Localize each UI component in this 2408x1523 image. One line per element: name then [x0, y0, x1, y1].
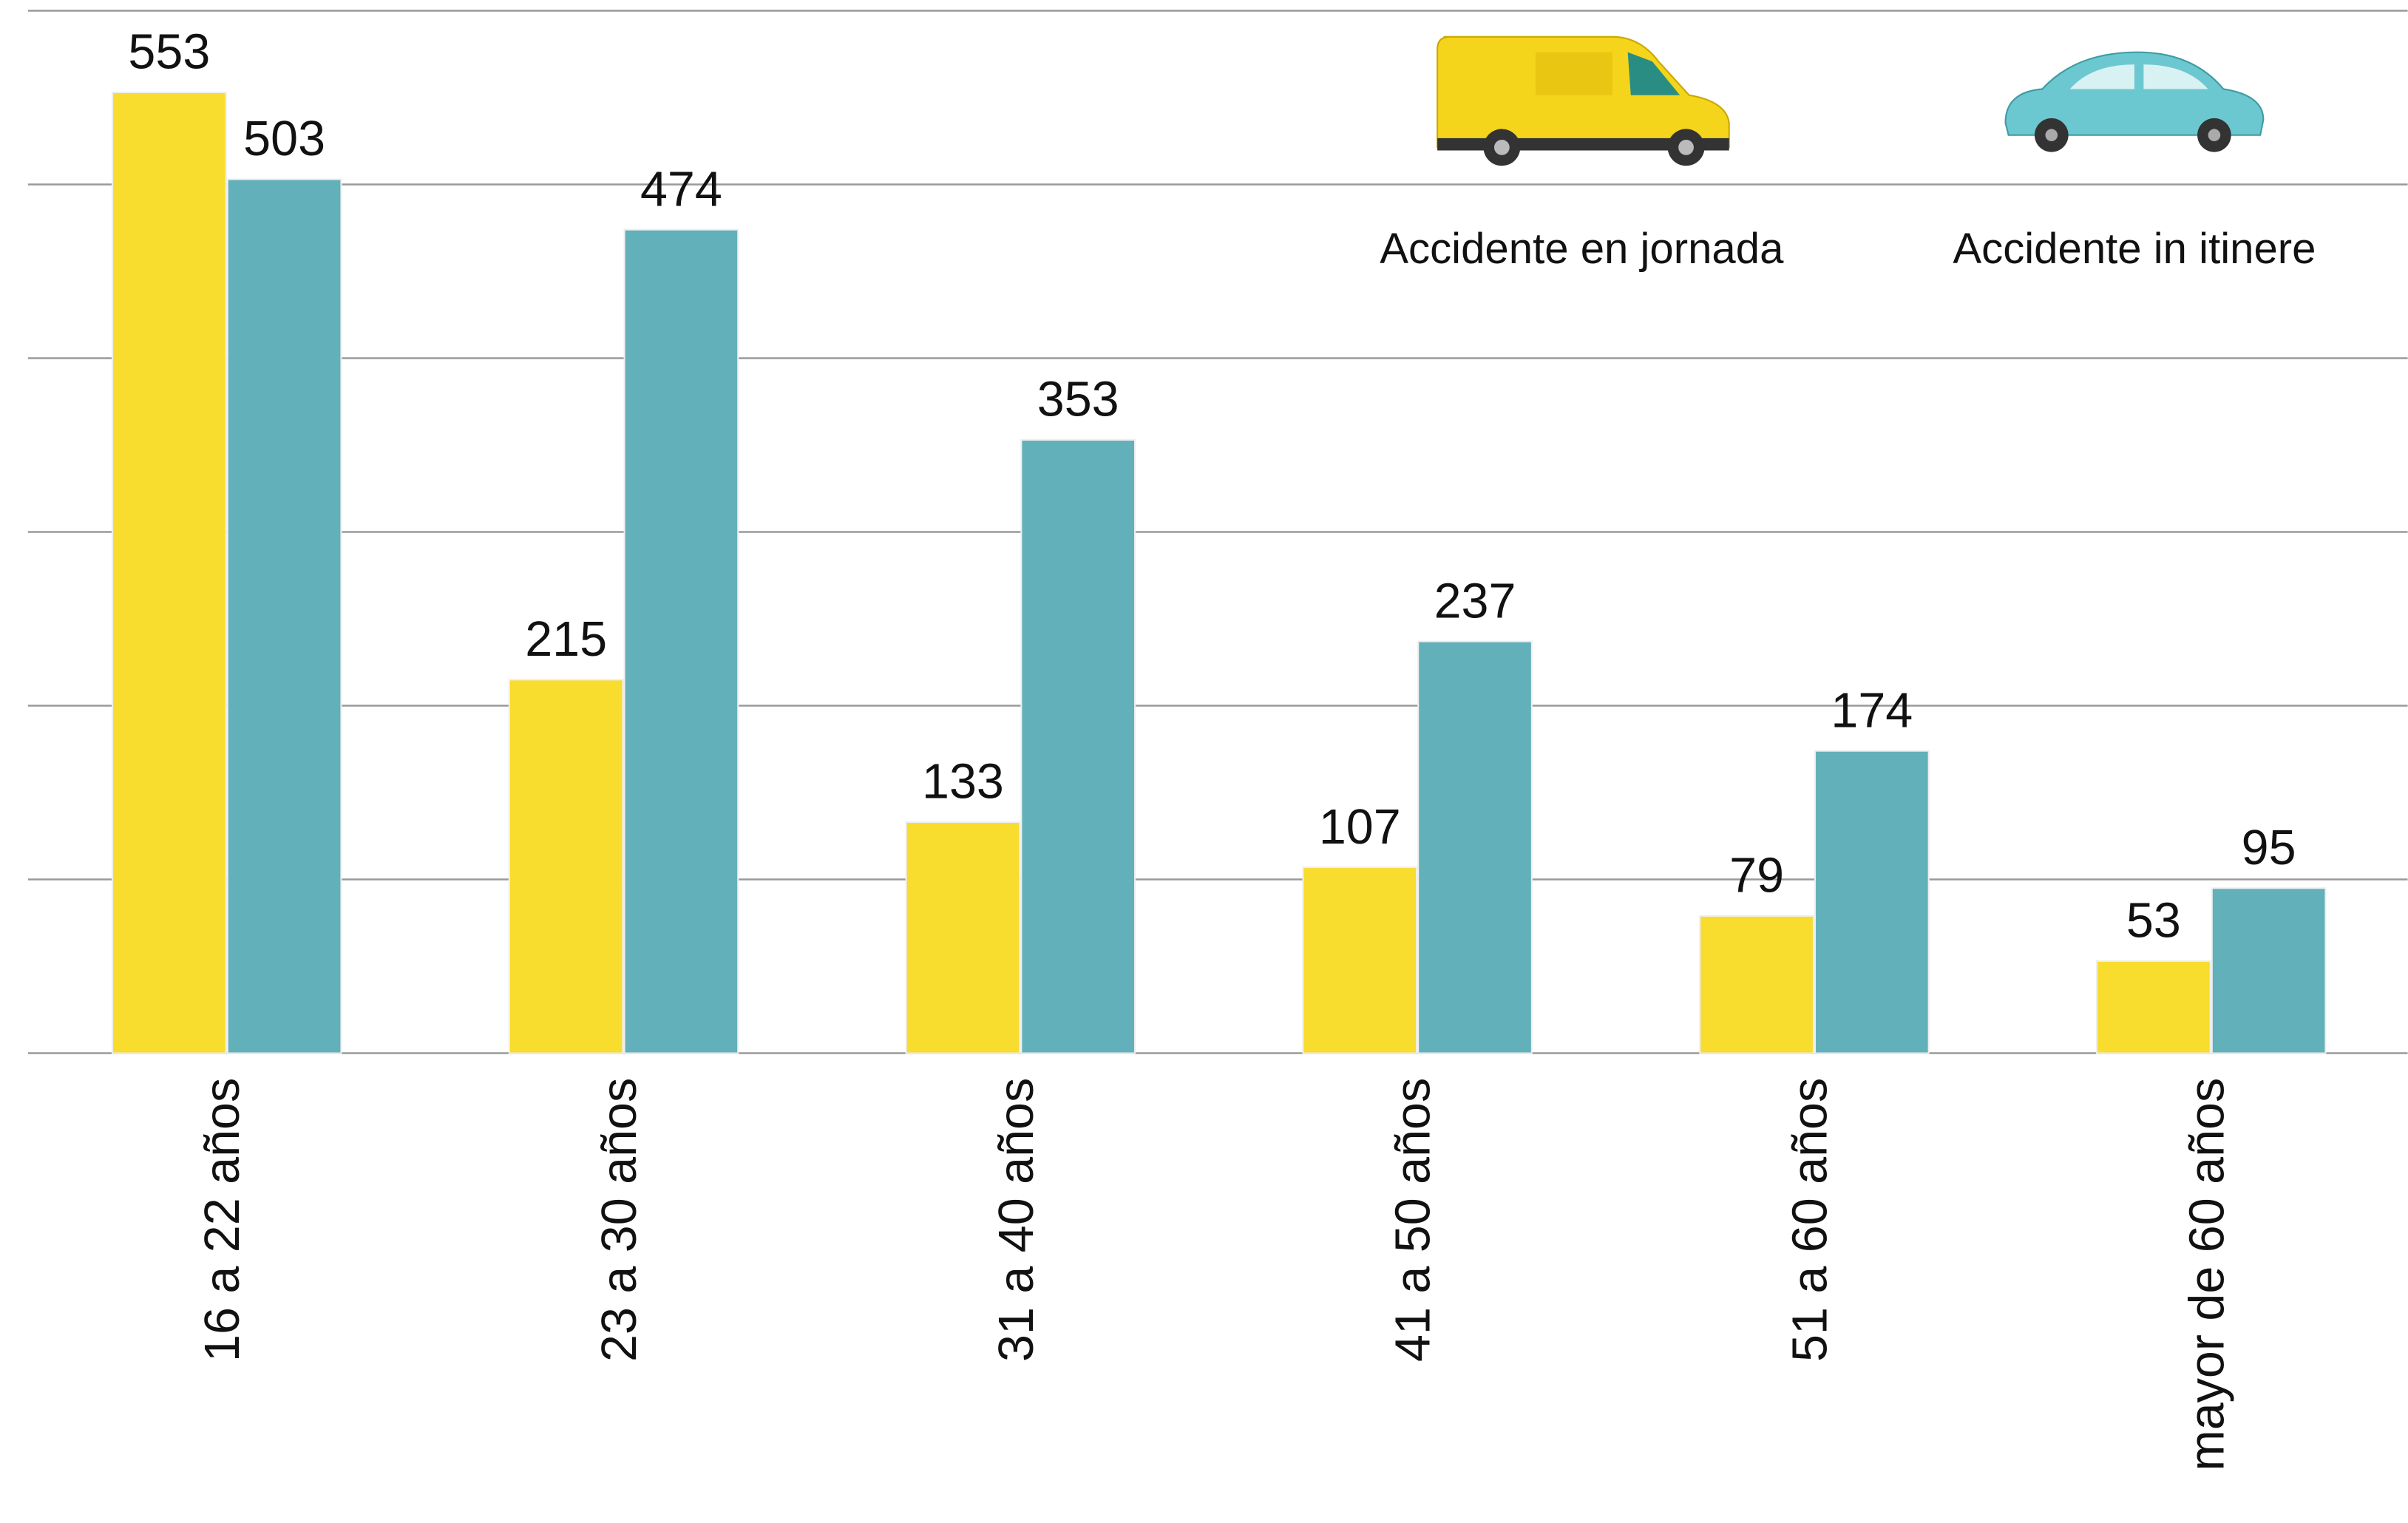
x-tick-label: 51 a 60 años	[1783, 1078, 1837, 1362]
bar	[623, 228, 739, 1054]
value-label: 107	[1319, 800, 1401, 855]
bar	[1020, 438, 1136, 1054]
legend-label: Accidente en jornada	[1380, 225, 1784, 273]
value-label: 79	[1729, 849, 1784, 903]
value-label: 353	[1037, 373, 1119, 427]
bar	[1417, 640, 1533, 1054]
value-label: 95	[2242, 821, 2296, 875]
value-label: 474	[640, 162, 722, 217]
bar	[2211, 887, 2327, 1054]
bar	[2096, 960, 2211, 1054]
car-icon	[2004, 51, 2265, 152]
x-tick-label: 16 a 22 años	[195, 1078, 250, 1362]
x-tick-label: 23 a 30 años	[592, 1078, 647, 1362]
legend-label: Accidente in itinere	[1953, 225, 2316, 273]
value-label: 215	[525, 612, 607, 667]
value-label: 503	[243, 112, 325, 166]
value-label: 53	[2126, 894, 2181, 949]
van-icon	[1437, 35, 1730, 166]
bar	[111, 91, 227, 1054]
bar	[226, 178, 342, 1054]
value-label: 174	[1831, 683, 1913, 738]
x-tick-label: 41 a 50 años	[1386, 1078, 1441, 1362]
value-label: 553	[128, 25, 210, 80]
bar	[1814, 750, 1930, 1054]
x-tick-label: mayor de 60 años	[2180, 1078, 2234, 1471]
bar	[905, 821, 1021, 1054]
value-label: 237	[1434, 574, 1516, 628]
bar	[1699, 915, 1814, 1054]
x-tick-label: 31 a 40 años	[989, 1078, 1044, 1362]
bar	[1302, 866, 1418, 1054]
bar	[508, 679, 624, 1054]
value-label: 133	[922, 755, 1004, 810]
